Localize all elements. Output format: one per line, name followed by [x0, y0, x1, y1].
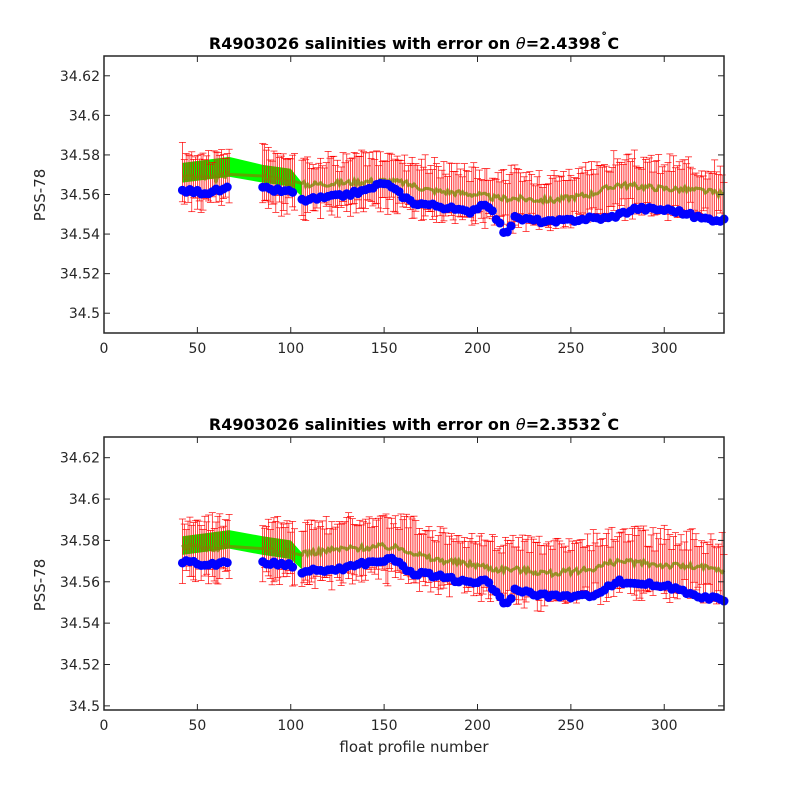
- x-tick-label: 100: [277, 341, 304, 357]
- x-tick-label: 300: [651, 718, 678, 734]
- x-tick-label: 200: [464, 341, 491, 357]
- y-tick-label: 34.58: [60, 533, 100, 549]
- x-tick-label: 0: [100, 718, 109, 734]
- float-salinity-point: [288, 562, 298, 572]
- y-tick-label: 34.6: [69, 108, 100, 124]
- y-axis-label-top: PSS-78: [31, 169, 49, 222]
- y-tick-label: 34.62: [60, 451, 100, 467]
- calibrated-mean-line-bottom: [181, 541, 726, 579]
- float-salinity-point: [506, 221, 516, 231]
- x-tick-label: 250: [558, 341, 585, 357]
- y-tick-label: 34.62: [60, 69, 100, 85]
- y-tick-label: 34.58: [60, 148, 100, 164]
- y-tick-label: 34.54: [60, 227, 100, 243]
- y-tick-label: 34.6: [69, 492, 100, 508]
- x-tick-label: 250: [558, 718, 585, 734]
- y-tick-label: 34.5: [69, 306, 100, 322]
- y-tick-label: 34.54: [60, 616, 100, 632]
- y-tick-label: 34.52: [60, 658, 100, 674]
- float-salinity-points-bottom: [177, 553, 729, 608]
- float-salinity-point: [506, 594, 516, 604]
- x-tick-label: 0: [100, 341, 109, 357]
- float-salinity-point: [288, 187, 298, 197]
- y-axis-label-bottom: PSS-78: [31, 559, 49, 612]
- x-tick-label: 100: [277, 718, 304, 734]
- float-salinity-point: [484, 578, 494, 588]
- axes-top: 0 50 100 150 200 250 300 34.5 34.52 34.54 34.56 34.…: [60, 55, 725, 357]
- chart-title-top: R4903026 salinities with error on θ=2.43…: [209, 31, 619, 53]
- x-tick-label: 50: [188, 341, 206, 357]
- float-salinity-point: [222, 558, 232, 568]
- x-tick-label: 150: [371, 718, 398, 734]
- axes-bottom: 0 50 100 150 200 250 300 34.5 34.52 34.54 34.56 34.…: [60, 436, 725, 734]
- plot-frame-bottom: [103, 436, 725, 711]
- chart-panel-bottom: R4903026 salinities with error on θ=2.35…: [31, 412, 729, 756]
- float-salinity-points-top: [177, 178, 729, 237]
- x-tick-label: 300: [651, 341, 678, 357]
- float-salinity-point: [487, 206, 497, 216]
- x-axis-label: float profile number: [339, 738, 489, 756]
- x-tick-label: 50: [188, 718, 206, 734]
- x-tick-label: 150: [371, 341, 398, 357]
- calibrated-mean-line-top: [182, 169, 725, 206]
- y-tick-label: 34.56: [60, 575, 100, 591]
- x-tick-label: 200: [464, 718, 491, 734]
- y-tick-label: 34.52: [60, 267, 100, 283]
- plot-area-top: [177, 141, 729, 237]
- float-salinity-point: [222, 182, 232, 192]
- float-salinity-point: [495, 218, 505, 228]
- y-tick-label: 34.5: [69, 699, 100, 715]
- y-tick-label: 34.56: [60, 188, 100, 204]
- chart-panel-top: R4903026 salinities with error on θ=2.43…: [31, 31, 729, 357]
- plot-area-bottom: [177, 512, 729, 612]
- chart-title-bottom: R4903026 salinities with error on θ=2.35…: [209, 412, 619, 434]
